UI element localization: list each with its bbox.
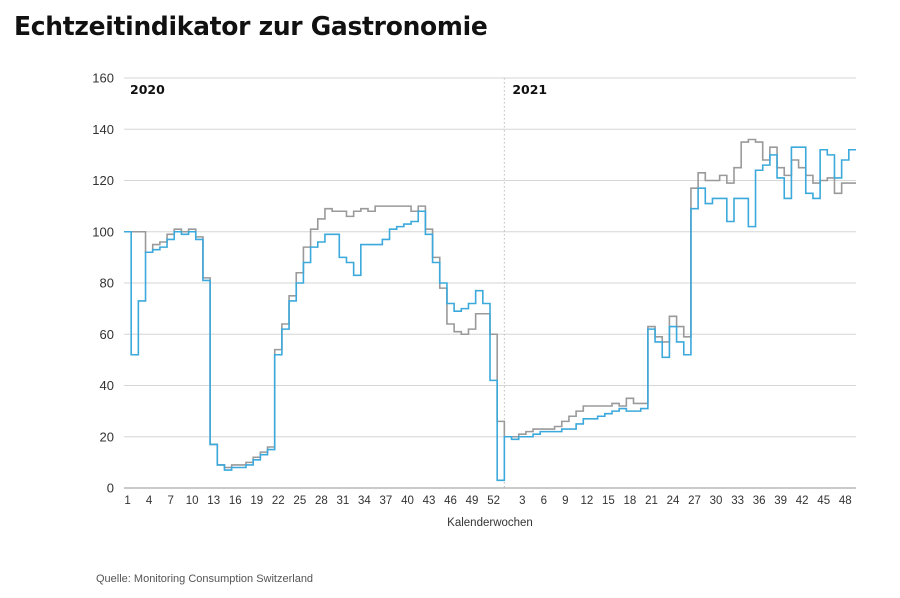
page-title: Echtzeitindikator zur Gastronomie	[14, 12, 488, 42]
x-tick-label: 49	[466, 495, 479, 507]
x-tick-label: 27	[688, 495, 701, 507]
x-tick-label: 28	[315, 495, 328, 507]
x-tick-label: 37	[380, 495, 393, 507]
series-line-zurich	[124, 146, 856, 482]
x-tick-label: 36	[753, 495, 766, 507]
gridlines-group	[124, 77, 856, 489]
x-tick-label: 34	[358, 495, 371, 507]
x-tick-label: 42	[796, 495, 809, 507]
x-tick-label: 7	[167, 495, 173, 507]
source-note: Quelle: Monitoring Consumption Switzerla…	[96, 573, 314, 585]
x-tick-label: 12	[580, 495, 593, 507]
y-axis-ticks: 0 20 40 60 80 100 120 140 160	[92, 71, 114, 496]
line-chart: 0 20 40 60 80 100 120 140 160 2020 2021 1 4 7 10 13 1…	[92, 71, 856, 529]
x-tick-label: 10	[186, 495, 199, 507]
x-tick-label: 22	[272, 495, 285, 507]
x-tick-label: 33	[731, 495, 744, 507]
x-tick-label: 15	[602, 495, 615, 507]
y-tick-label: 80	[100, 276, 114, 291]
x-tick-label: 3	[519, 495, 525, 507]
x-tick-label: 9	[562, 495, 568, 507]
x-tick-label: 48	[839, 495, 852, 507]
x-tick-label: 46	[444, 495, 457, 507]
y-tick-label: 160	[92, 71, 114, 86]
x-axis-title: Kalenderwochen	[447, 517, 533, 529]
x-tick-label: 21	[645, 495, 658, 507]
y-tick-label: 140	[92, 122, 114, 137]
year-label-2020: 2020	[130, 82, 165, 97]
x-tick-label: 6	[541, 495, 547, 507]
x-tick-label: 45	[817, 495, 830, 507]
x-tick-label: 19	[250, 495, 263, 507]
x-tick-label: 18	[624, 495, 637, 507]
x-tick-label: 30	[710, 495, 723, 507]
x-tick-label: 1	[124, 495, 130, 507]
x-tick-label: 25	[293, 495, 306, 507]
y-tick-label: 40	[100, 378, 114, 393]
x-axis-ticks: 1 4 7 10 13 16 19 22 25 28 31 34 37 40 43 46 49 52 3 6 9 12 15…	[124, 495, 851, 507]
y-tick-label: 20	[100, 429, 114, 444]
x-tick-label: 31	[336, 495, 349, 507]
x-tick-label: 39	[774, 495, 787, 507]
x-tick-label: 24	[667, 495, 680, 507]
x-tick-label: 13	[207, 495, 220, 507]
series-group	[124, 138, 856, 482]
x-tick-label: 40	[401, 495, 414, 507]
y-tick-label: 120	[92, 173, 114, 188]
year-label-2021: 2021	[512, 82, 547, 97]
x-tick-label: 52	[487, 495, 500, 507]
y-tick-label: 100	[92, 224, 114, 239]
x-tick-label: 43	[423, 495, 436, 507]
x-tick-label: 4	[146, 495, 153, 507]
chart-container: 0 20 40 60 80 100 120 140 160 2020 2021 1 4 7 10 13 1…	[0, 60, 900, 530]
y-tick-label: 0	[107, 481, 114, 496]
y-tick-label: 60	[100, 327, 114, 342]
x-tick-label: 16	[229, 495, 242, 507]
